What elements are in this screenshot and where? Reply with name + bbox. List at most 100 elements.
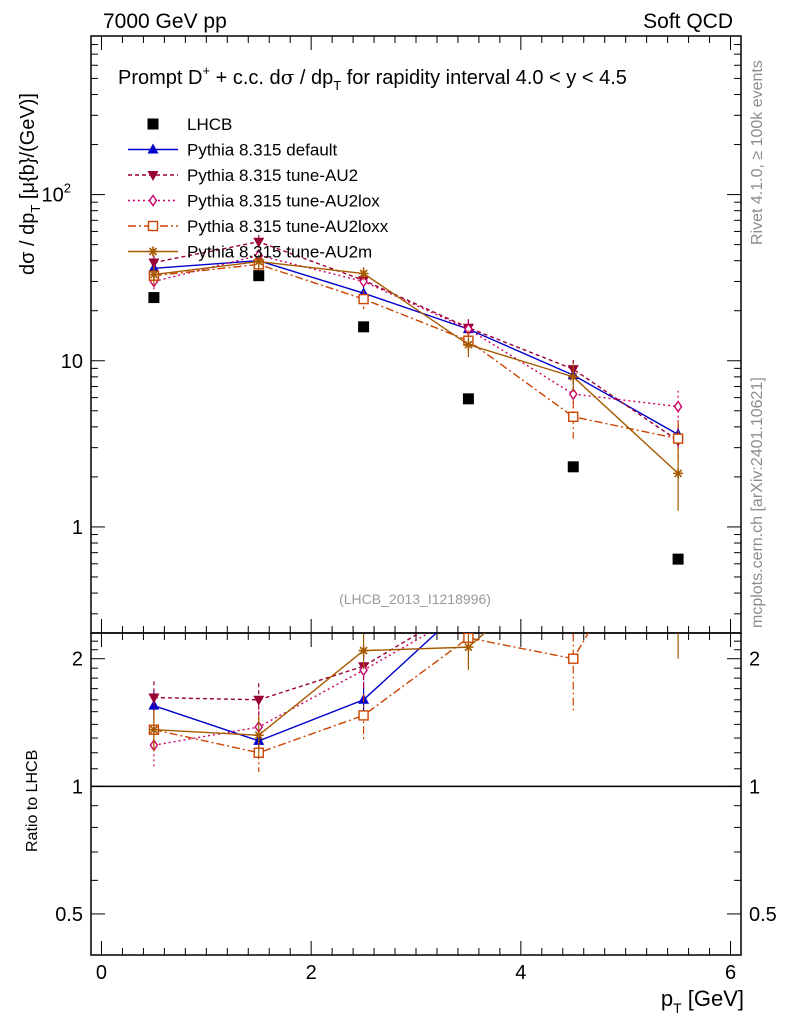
ratio-line-AU2 bbox=[153, 633, 421, 701]
analysis-watermark: (LHCB_2013_I1218996) bbox=[339, 591, 491, 607]
chart-title: Prompt D+ + c.c. dσ / dpT for rapidity i… bbox=[118, 63, 627, 93]
x-label-sub: T bbox=[673, 1000, 682, 1016]
ratio-axis-ticks: 0.5 0.5 1 1 2 2 0 2 4 6 bbox=[55, 632, 777, 984]
ratio-y-tick-label-right: 0.5 bbox=[749, 904, 777, 926]
y-label-part-a: d bbox=[17, 264, 39, 275]
ratio-point-default bbox=[568, 545, 579, 555]
series-line-AU2m bbox=[153, 260, 679, 474]
chart-title-part-a: Prompt D bbox=[118, 67, 202, 89]
point-AU2 bbox=[253, 237, 265, 248]
legend-entry-AU2: Pythia 8.315 tune-AU2 bbox=[128, 166, 358, 185]
x-tick-label: 2 bbox=[306, 962, 317, 984]
main-y-axis-label: dσ / dpT [μ{b}/(GeV)] bbox=[17, 93, 43, 275]
point-data bbox=[358, 321, 370, 333]
y-label-part-c: [ bbox=[17, 193, 39, 205]
legend-marker-AU2lox bbox=[148, 194, 158, 207]
legend-marker-AU2m bbox=[148, 246, 158, 257]
point-data bbox=[672, 553, 684, 565]
x-axis-label: pT [GeV] bbox=[661, 986, 744, 1016]
ratio-point-AU2m bbox=[253, 730, 264, 741]
legend-label-AU2: Pythia 8.315 tune-AU2 bbox=[187, 166, 358, 185]
ratio-series-AU2 bbox=[148, 532, 579, 718]
series-AU2m bbox=[148, 254, 684, 511]
legend-label-default: Pythia 8.315 default bbox=[187, 141, 338, 160]
ratio-series-group bbox=[148, 532, 679, 773]
chart-title-sup: + bbox=[202, 63, 210, 78]
legend-marker-default bbox=[147, 143, 159, 154]
tick-exponent: 2 bbox=[64, 181, 71, 196]
point-data bbox=[462, 393, 474, 405]
ratio-point-AU2loxx bbox=[568, 653, 579, 664]
point-data bbox=[148, 292, 160, 304]
x-label-part-a: p bbox=[661, 986, 673, 1011]
ratio-point-AU2lox bbox=[359, 663, 368, 677]
ratio-point-AU2 bbox=[148, 693, 160, 704]
point-AU2m bbox=[463, 339, 474, 350]
series-AU2lox bbox=[149, 249, 683, 427]
main-y-tick-label: 102 bbox=[42, 181, 71, 207]
point-AU2m bbox=[673, 468, 684, 479]
point-AU2m bbox=[358, 268, 369, 279]
point-AU2m bbox=[253, 256, 264, 267]
series-line-AU2loxx bbox=[153, 263, 679, 440]
ratio-line-default bbox=[153, 633, 438, 742]
legend-entry-default: Pythia 8.315 default bbox=[128, 141, 338, 160]
legend-label-AU2lox: Pythia 8.315 tune-AU2lox bbox=[187, 192, 380, 211]
point-AU2 bbox=[148, 258, 160, 269]
ratio-y-tick-label-left: 0.5 bbox=[55, 904, 83, 926]
point-AU2lox bbox=[359, 275, 368, 288]
ratio-plot-frame bbox=[90, 632, 742, 956]
legend-entry-AU2loxx: Pythia 8.315 tune-AU2loxx bbox=[128, 217, 389, 236]
ratio-point-AU2lox bbox=[570, 595, 577, 605]
ratio-y-tick-label-left: 2 bbox=[72, 649, 83, 671]
series-line-AU2 bbox=[153, 241, 679, 442]
ratio-point-AU2m bbox=[358, 645, 369, 656]
legend-entry-AU2lox: Pythia 8.315 tune-AU2lox bbox=[128, 192, 380, 211]
legend-entry-data: LHCB bbox=[147, 115, 232, 134]
ratio-series-AU2lox bbox=[149, 595, 577, 769]
x-tick-label: 0 bbox=[96, 962, 107, 984]
series-default bbox=[148, 253, 684, 448]
chart-title-part-b: + c.c. d bbox=[210, 67, 281, 89]
ratio-point-AU2m bbox=[148, 724, 159, 735]
legend-entry-AU2m: Pythia 8.315 tune-AU2m bbox=[128, 243, 372, 262]
point-AU2lox bbox=[673, 400, 683, 413]
tick-base: 10 bbox=[42, 185, 64, 207]
ratio-point-AU2 bbox=[253, 695, 265, 706]
mcplots-reference-label: mcplots.cern.ch [arXiv:2401.10621] bbox=[749, 377, 766, 628]
main-series-group bbox=[148, 235, 684, 565]
ratio-point-AU2m bbox=[568, 551, 578, 561]
point-AU2loxx bbox=[358, 293, 369, 305]
series-data bbox=[148, 270, 684, 565]
main-y-tick-label: 10 bbox=[61, 351, 83, 373]
legend-label-AU2m: Pythia 8.315 tune-AU2m bbox=[187, 243, 372, 262]
ratio-point-AU2 bbox=[568, 532, 579, 542]
legend-marker-AU2loxx bbox=[147, 220, 159, 232]
chart-title-sub: T bbox=[333, 78, 341, 93]
y-label-part-b: / dp bbox=[17, 213, 39, 252]
series-line-AU2lox bbox=[153, 254, 679, 408]
y-label-sigma: σ bbox=[17, 251, 39, 264]
point-AU2loxx bbox=[568, 411, 579, 422]
ratio-y-axis-label: Ratio to LHCB bbox=[24, 750, 41, 852]
point-AU2m bbox=[568, 371, 579, 382]
ratio-line-AU2m bbox=[153, 633, 486, 736]
ratio-point-AU2loxx bbox=[358, 710, 369, 721]
y-label-part-d: {b}/(GeV)] bbox=[17, 93, 39, 182]
legend: LHCB Pythia 8.315 default Pythia 8.315 tun… bbox=[128, 115, 389, 262]
main-y-tick-label: 1 bbox=[72, 517, 83, 539]
header-energy-label: 7000 GeV pp bbox=[103, 10, 227, 33]
y-label-sub: T bbox=[28, 205, 43, 213]
ratio-y-tick-label-right: 2 bbox=[749, 649, 760, 671]
ratio-point-AU2m bbox=[463, 642, 474, 653]
header-process-label: Soft QCD bbox=[643, 10, 733, 33]
ratio-line-AU2loxx bbox=[153, 633, 590, 754]
point-AU2m bbox=[148, 269, 159, 280]
legend-marker-AU2 bbox=[147, 171, 159, 181]
series-line-default bbox=[153, 259, 679, 436]
series-AU2 bbox=[148, 235, 684, 461]
legend-label-data: LHCB bbox=[187, 115, 232, 134]
x-label-part-b: [GeV] bbox=[682, 986, 744, 1011]
